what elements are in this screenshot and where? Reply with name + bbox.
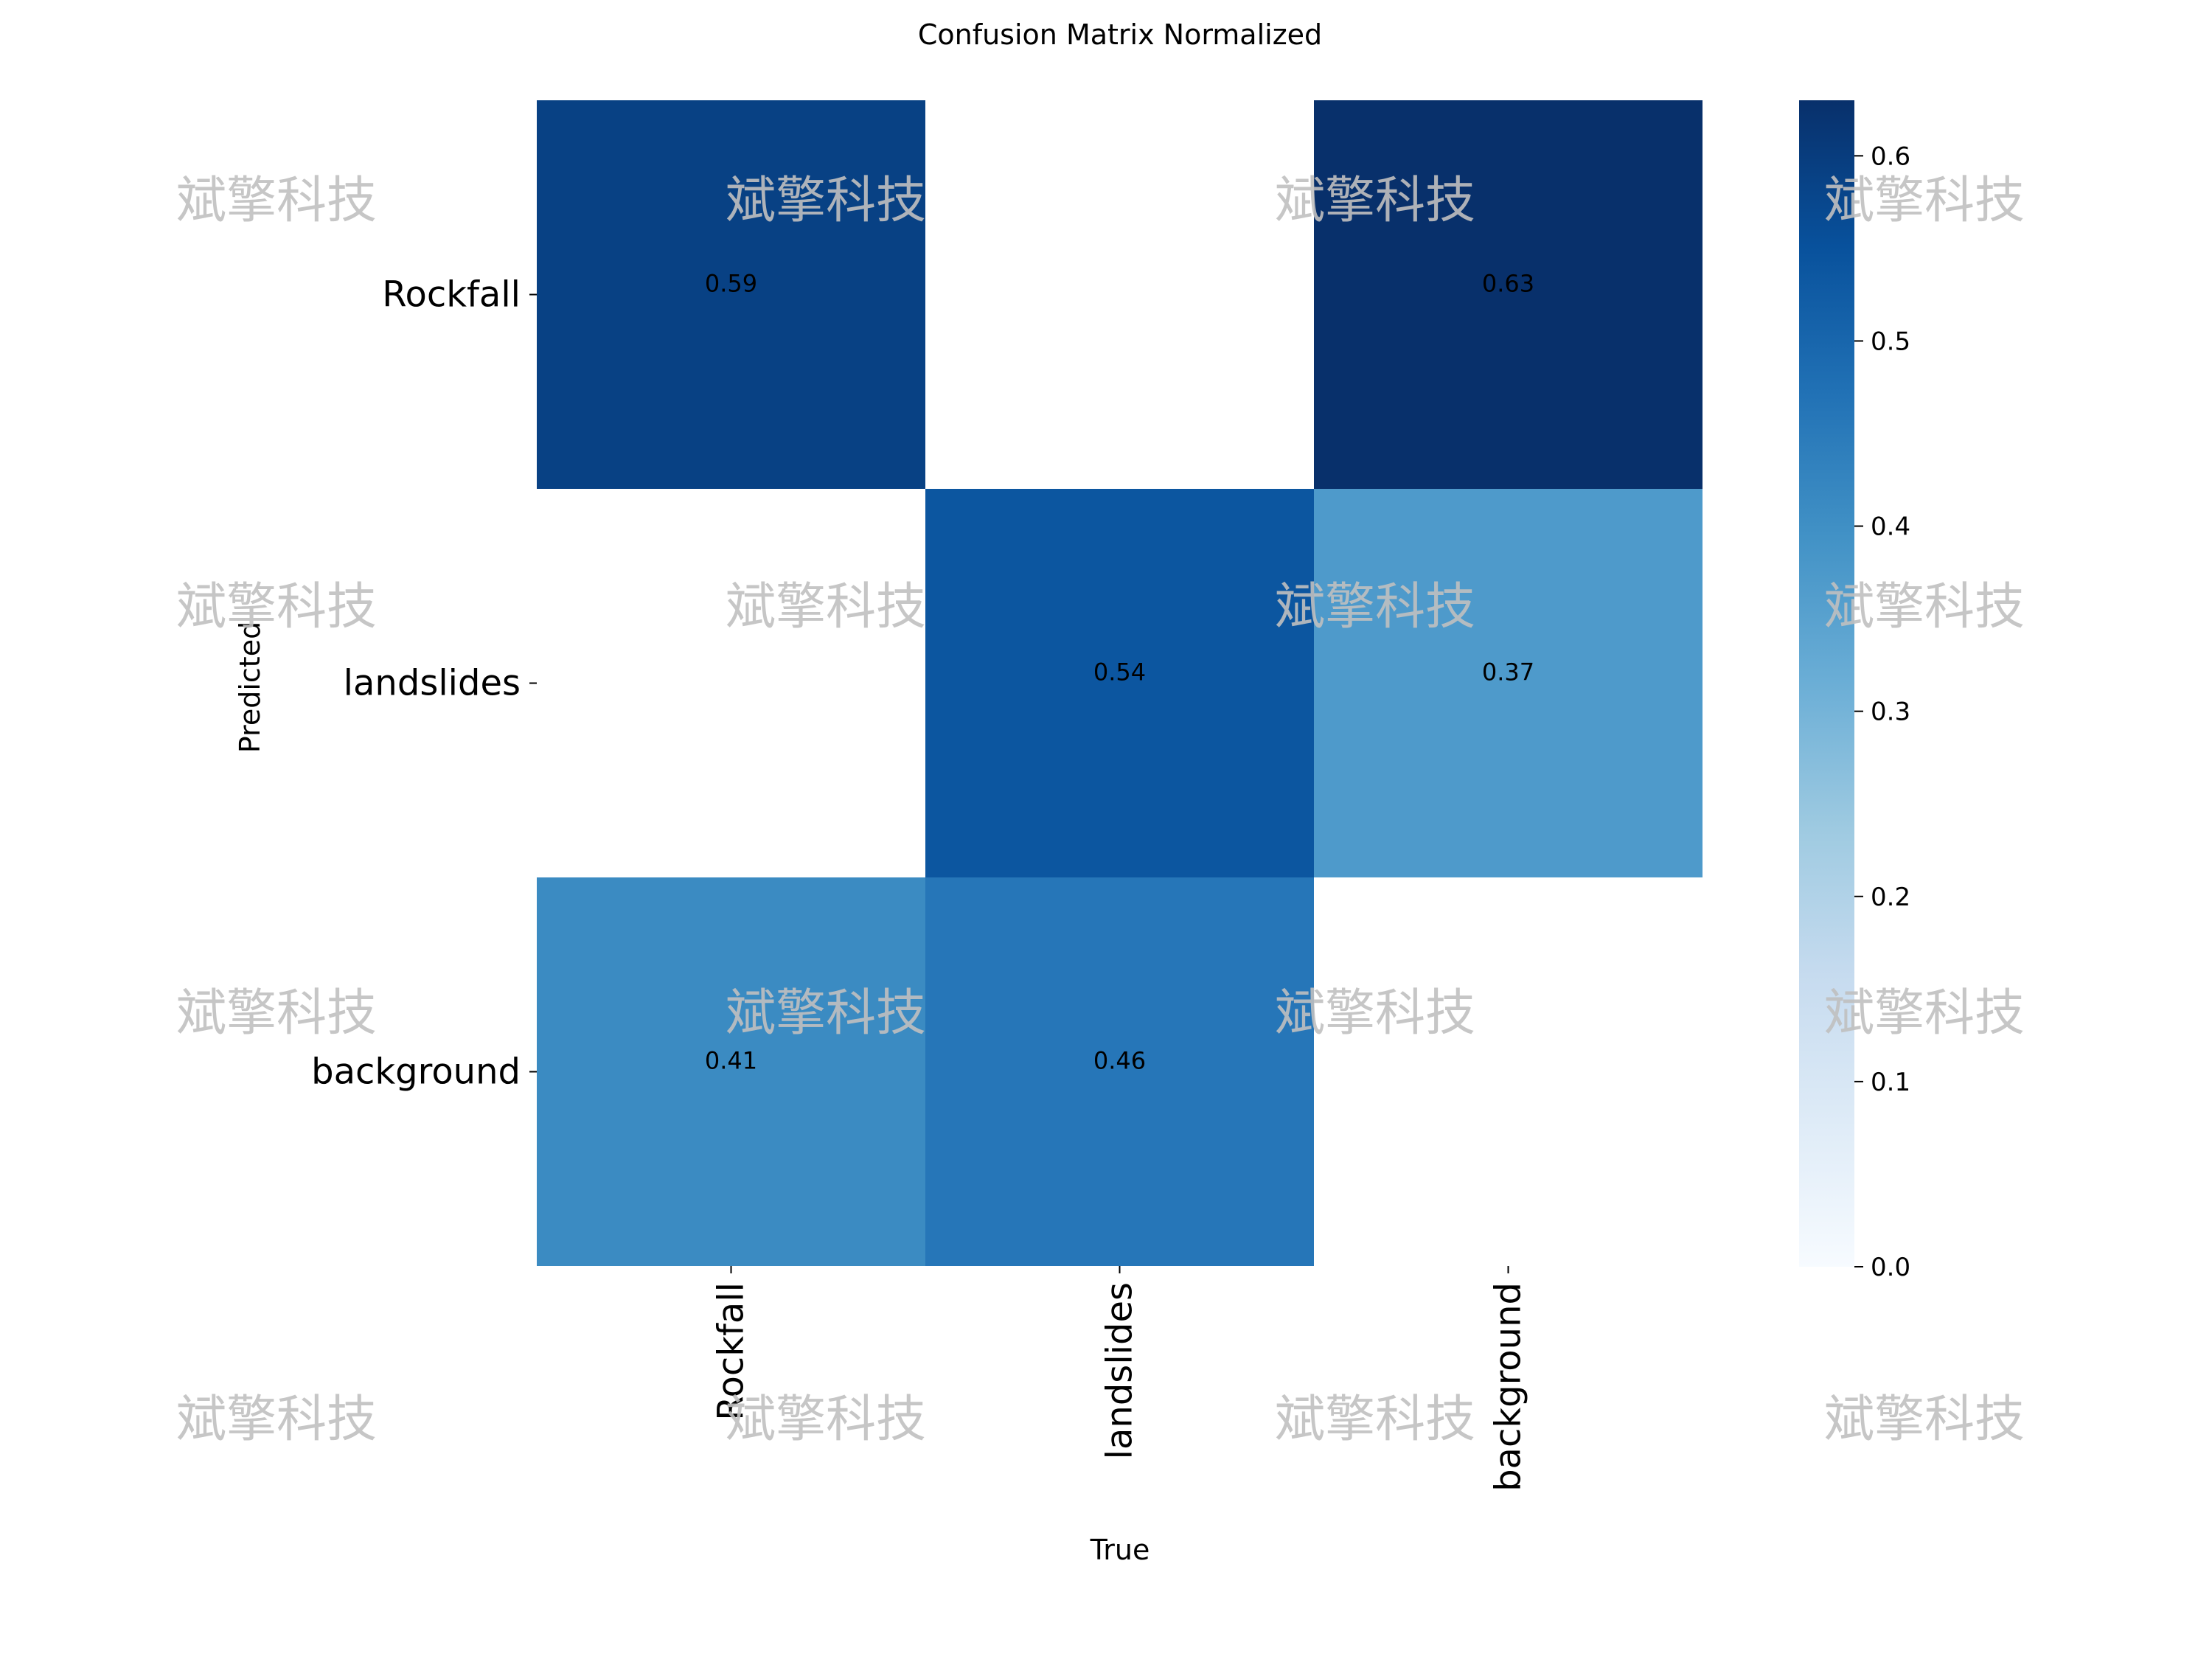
watermark-text: 斌擎科技 [726, 578, 926, 636]
colorbar-tick-label: 0.4 [1871, 512, 1910, 542]
watermark-text: 斌擎科技 [176, 984, 377, 1043]
watermark-text: 斌擎科技 [176, 1391, 377, 1449]
colorbar-tick-label: 0.6 [1871, 142, 1910, 171]
y-tick-label: landslides [344, 663, 521, 704]
heatmap-cell-labels: 0.59 0.63 0.54 0.37 0.41 0.46 [705, 270, 1534, 1075]
watermark-text: 斌擎科技 [1275, 172, 1475, 230]
chart-title: Confusion Matrix Normalized [918, 18, 1322, 51]
colorbar-ticks: 0.0 0.1 0.2 0.3 0.4 0.5 0.6 [1854, 142, 1910, 1282]
watermark-text: 斌擎科技 [176, 578, 377, 636]
y-tick-label: Rockfall [382, 274, 521, 316]
x-tick-label: landslides [1099, 1282, 1141, 1459]
cell-value-label: 0.63 [1482, 270, 1534, 298]
heatmap-cell [537, 877, 925, 1266]
watermark-text: 斌擎科技 [1824, 1391, 2025, 1449]
heatmap-cell [1314, 100, 1703, 489]
watermark-text: 斌擎科技 [1824, 172, 2025, 230]
watermark-text: 斌擎科技 [1275, 578, 1475, 636]
x-axis-label: True [1090, 1534, 1150, 1566]
cell-value-label: 0.41 [705, 1047, 757, 1075]
watermark-text: 斌擎科技 [726, 984, 926, 1043]
colorbar-tick-label: 0.1 [1871, 1068, 1910, 1097]
cell-value-label: 0.46 [1093, 1047, 1146, 1075]
colorbar-tick-label: 0.2 [1871, 883, 1910, 912]
cell-value-label: 0.37 [1482, 658, 1534, 686]
watermark-text: 斌擎科技 [1824, 578, 2025, 636]
y-axis-label: Predicted [234, 622, 266, 753]
heatmap-cell [925, 489, 1314, 877]
x-axis: Rockfall landslides background [711, 1266, 1529, 1492]
watermark-text: 斌擎科技 [1275, 984, 1475, 1043]
heatmap-cells [537, 100, 1703, 1266]
x-tick-label: Rockfall [711, 1282, 752, 1421]
watermark-text: 斌擎科技 [1275, 1391, 1475, 1449]
watermark-text: 斌擎科技 [1824, 984, 2025, 1043]
y-tick-label: background [311, 1051, 521, 1093]
heatmap-cell [925, 877, 1314, 1266]
colorbar-tick-label: 0.0 [1871, 1253, 1910, 1282]
cell-value-label: 0.59 [705, 270, 757, 298]
watermark-text: 斌擎科技 [726, 172, 926, 230]
heatmap-cell [537, 100, 925, 489]
watermark-text: 斌擎科技 [726, 1391, 926, 1449]
colorbar-tick-label: 0.3 [1871, 698, 1910, 727]
colorbar-tick-label: 0.5 [1871, 327, 1910, 356]
x-tick-label: background [1488, 1282, 1529, 1492]
cell-value-label: 0.54 [1093, 658, 1146, 686]
watermark-text: 斌擎科技 [176, 172, 377, 230]
y-axis: Rockfall landslides background [311, 274, 537, 1093]
colorbar [1799, 100, 1854, 1267]
heatmap-cell [1314, 489, 1703, 877]
